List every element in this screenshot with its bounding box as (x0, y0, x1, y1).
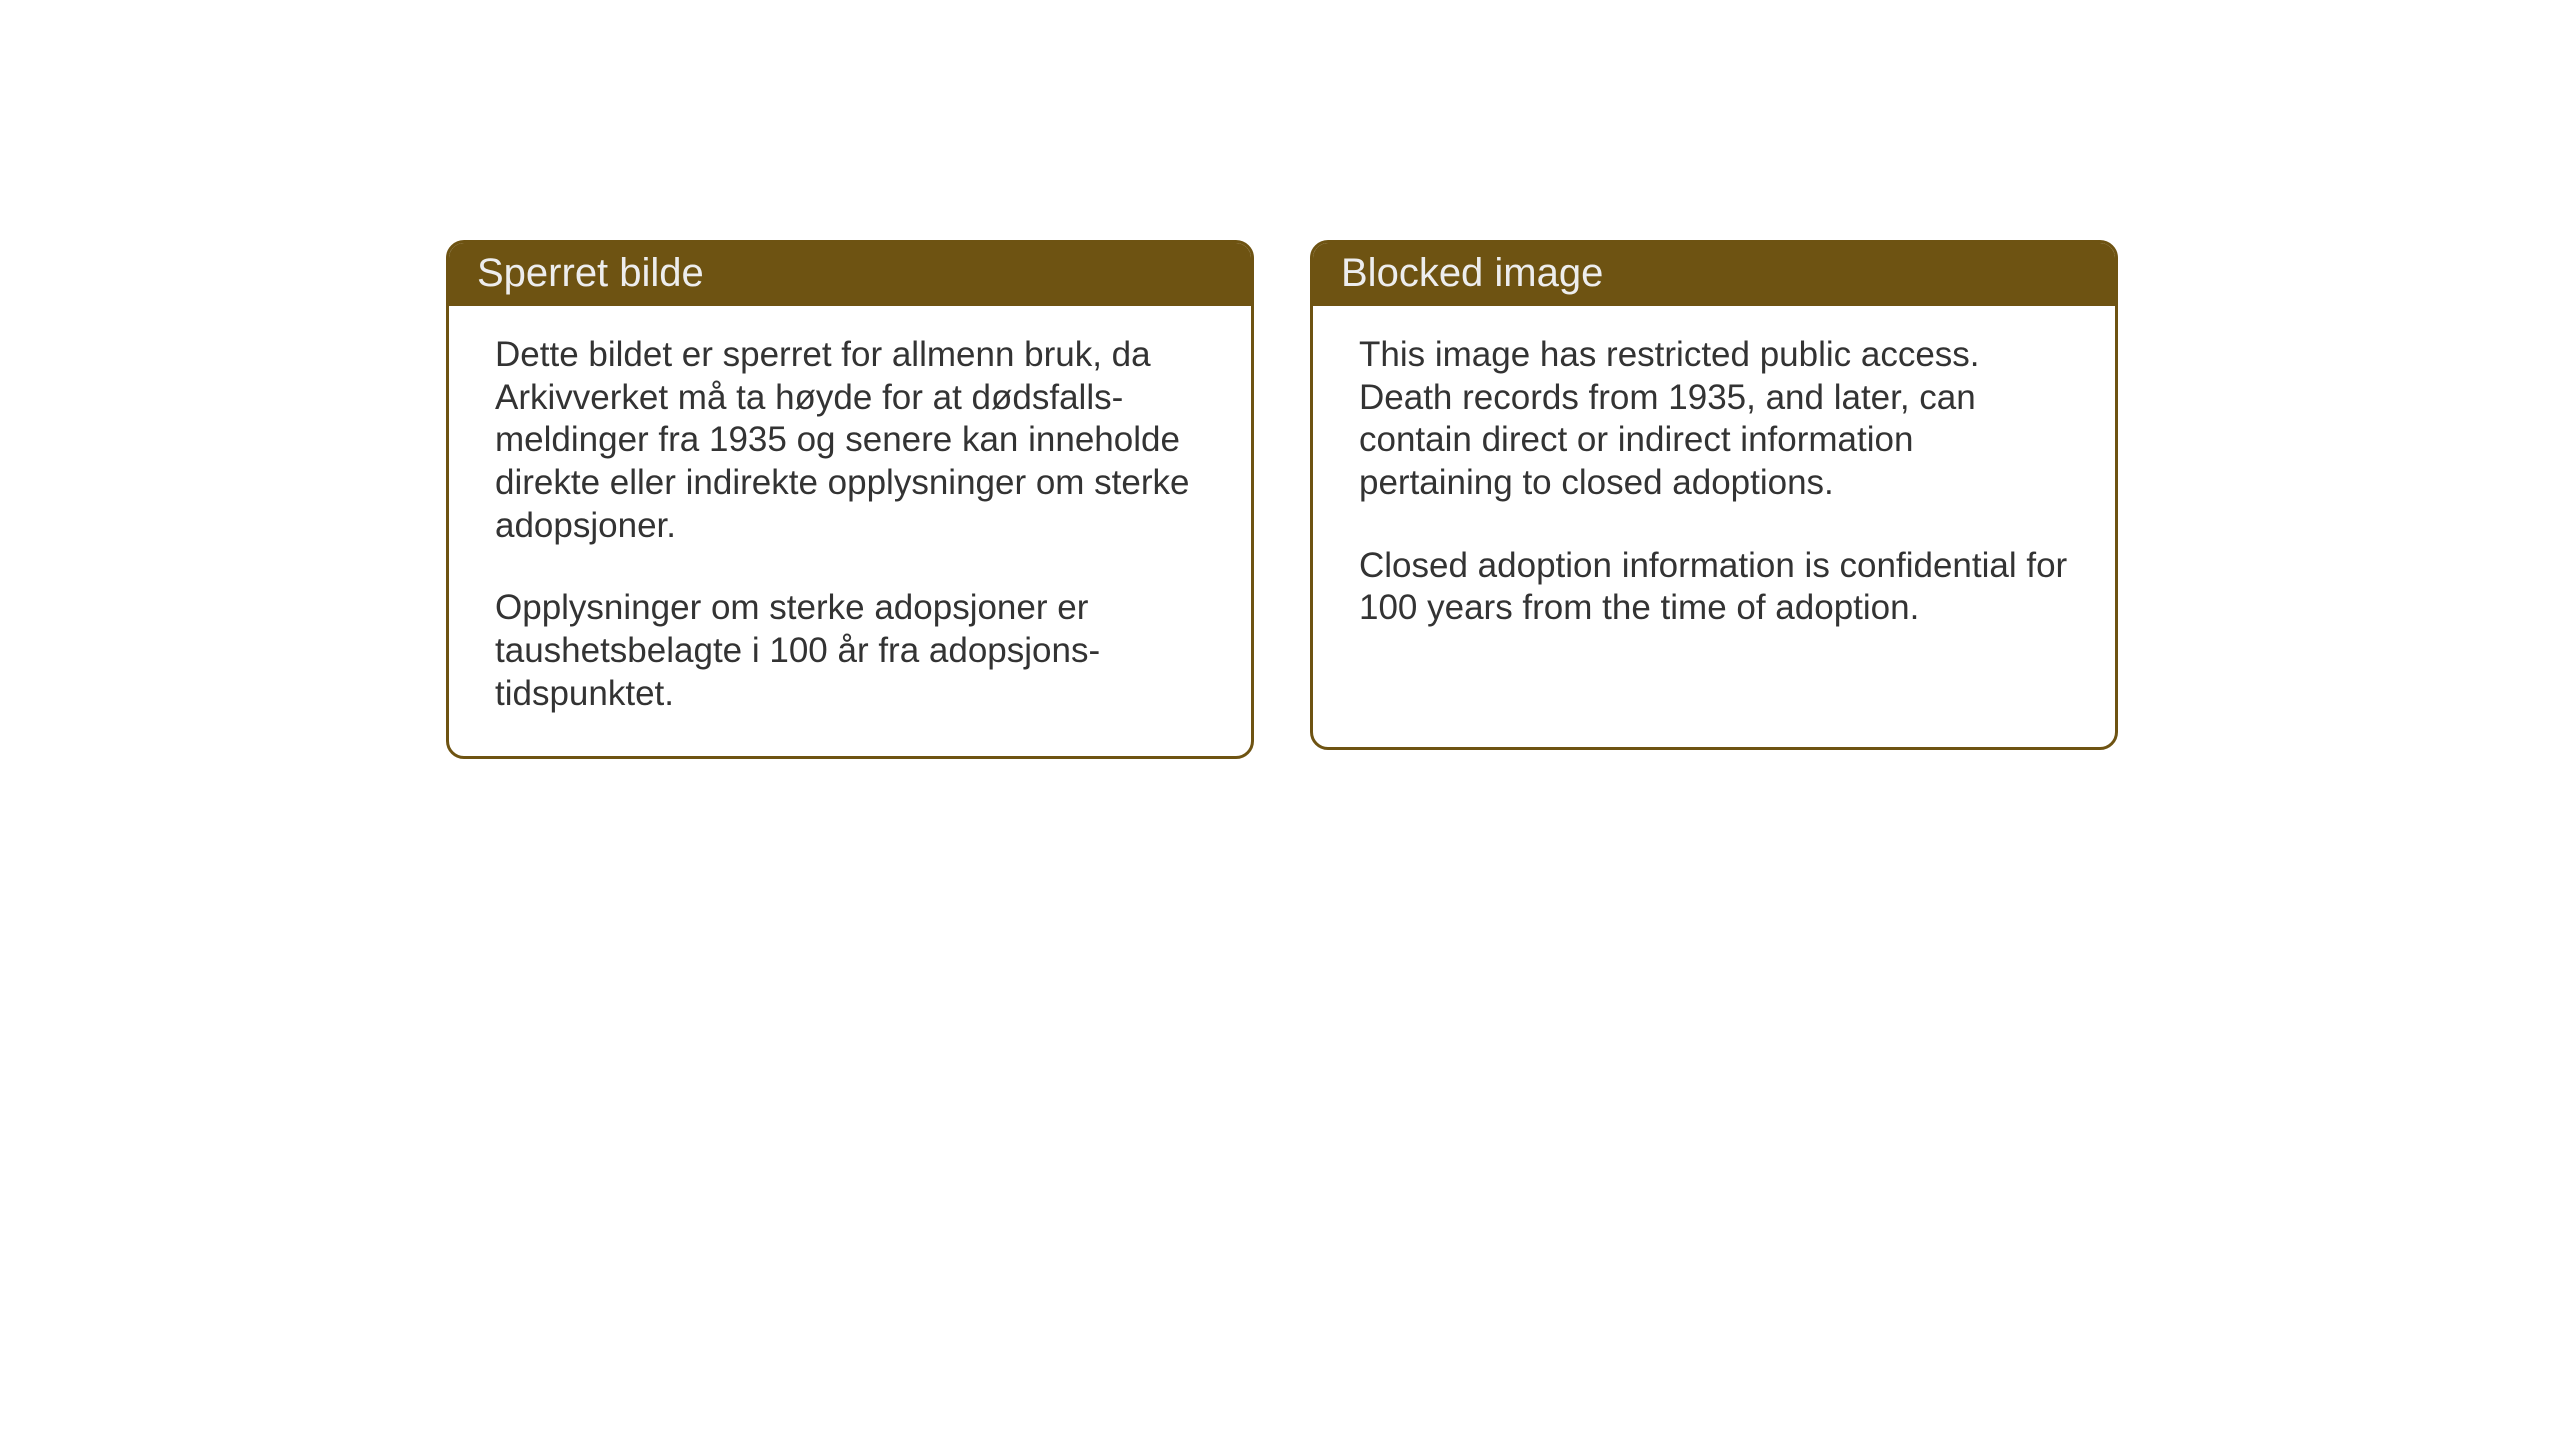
panel-norwegian: Sperret bilde Dette bildet er sperret fo… (446, 240, 1254, 759)
panel-text-english-p1: This image has restricted public access.… (1359, 334, 2075, 505)
panel-header-norwegian: Sperret bilde (449, 243, 1251, 306)
panel-text-english-p2: Closed adoption information is confident… (1359, 545, 2075, 630)
panel-body-norwegian: Dette bildet er sperret for allmenn bruk… (449, 306, 1251, 756)
panel-english: Blocked image This image has restricted … (1310, 240, 2118, 750)
panel-body-english: This image has restricted public access.… (1313, 306, 2115, 670)
panel-text-norwegian-p2: Opplysninger om sterke adopsjoner er tau… (495, 587, 1211, 715)
panel-header-english: Blocked image (1313, 243, 2115, 306)
panel-text-norwegian-p1: Dette bildet er sperret for allmenn bruk… (495, 334, 1211, 547)
panels-container: Sperret bilde Dette bildet er sperret fo… (446, 240, 2118, 759)
